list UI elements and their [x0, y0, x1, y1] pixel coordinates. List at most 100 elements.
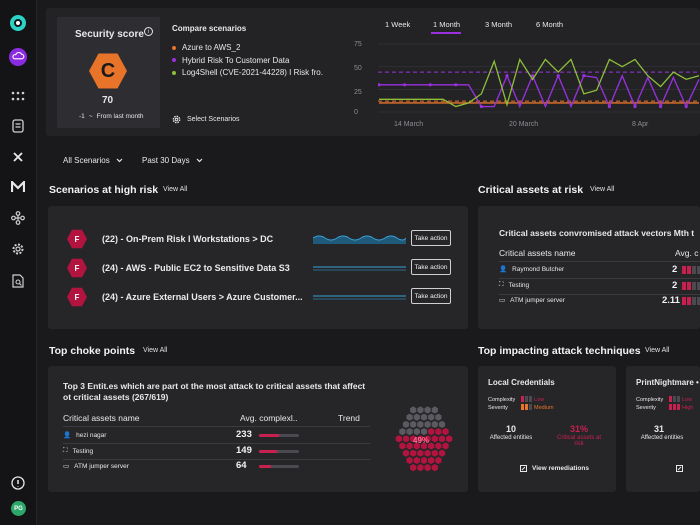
series-point	[659, 104, 663, 109]
severity-bar	[682, 297, 700, 305]
choke-points-view-all[interactable]: View All	[143, 347, 168, 354]
compare-item[interactable]: Azure to AWS_2	[172, 43, 323, 56]
hexagon-cell	[402, 435, 410, 443]
hexagon-cell	[428, 442, 435, 450]
table-row[interactable]: ⛶ Testing	[499, 281, 530, 289]
hexagon-cell	[431, 435, 438, 443]
delta-text: From last month	[96, 113, 144, 120]
report-icon[interactable]	[9, 117, 27, 135]
critical-label: Critical assets at risk	[556, 435, 601, 447]
severity-bar	[669, 404, 680, 410]
row-value: 149	[236, 445, 252, 456]
hexagon-cell	[417, 464, 424, 472]
select-scenarios-button[interactable]: Select Scenarios	[172, 115, 240, 124]
row-value: 233	[236, 429, 252, 440]
table-row[interactable]: 👤 Raymond Butcher	[499, 265, 565, 274]
tab-3-month[interactable]: 3 Month	[485, 20, 513, 29]
series-point	[531, 74, 535, 78]
hexagon-cell	[442, 442, 449, 450]
network-icon[interactable]	[9, 209, 27, 227]
hexagon-cell	[406, 442, 413, 450]
gear-icon[interactable]	[9, 240, 27, 258]
help-icon[interactable]	[9, 474, 27, 492]
cloud-icon[interactable]	[9, 48, 27, 66]
cross-icon[interactable]	[9, 148, 27, 166]
scenario-label[interactable]: (24) - AWS - Public EC2 to Sensitive Dat…	[102, 263, 290, 273]
hexagon-cell	[428, 428, 435, 436]
tab-1-month[interactable]: 1 Month	[433, 20, 461, 29]
series-point	[505, 74, 509, 78]
scenario-label[interactable]: (22) - On-Prem Risk I Workstations > DC	[102, 234, 274, 244]
grid-icon[interactable]	[9, 87, 27, 105]
table-row[interactable]: ▭ ATM jumper server	[63, 462, 129, 471]
hexagon-cell	[420, 428, 428, 436]
hexagon-cell	[424, 420, 431, 428]
hexagon-cluster-chart	[395, 406, 453, 472]
hexagon-cell	[424, 449, 431, 457]
technique-card[interactable]: Local Credentials Complexity Low Severit…	[478, 366, 616, 492]
scenario-label[interactable]: (24) - Azure External Users > Azure Cust…	[102, 292, 303, 302]
techniques-view-all[interactable]: View All	[645, 347, 670, 354]
series-point	[479, 104, 483, 109]
critical-assets-subtitle: Critical assets convromised attack vecto…	[499, 228, 695, 238]
security-score-card: Security score i C 70 -1 ~ From last mon…	[57, 17, 160, 128]
remediation-icon[interactable]	[676, 465, 683, 474]
series-point	[403, 83, 407, 87]
m-logo-icon[interactable]	[9, 178, 27, 196]
scenarios-filter[interactable]: All Scenarios	[63, 156, 123, 165]
x-tick: 14 March	[394, 121, 424, 128]
series-point	[582, 74, 586, 78]
hexagon-cell	[438, 435, 446, 443]
take-action-button[interactable]: Take action	[411, 288, 451, 304]
info-icon[interactable]: i	[144, 27, 153, 36]
compare-title: Compare scenarios	[172, 24, 247, 33]
hexagon-cell	[413, 456, 420, 464]
complexity-bar	[259, 465, 299, 468]
choke-subtitle-1: Top 3 Entit.es which are part ot the mos…	[63, 381, 366, 391]
compare-item[interactable]: Log4Shell (CVE-2021-44228) I Risk fro.	[172, 68, 323, 81]
hexagon-cell	[417, 420, 424, 428]
technique-card[interactable]: PrintNightmare • Complexity Low Severity…	[626, 366, 700, 492]
hexagon-cell	[410, 449, 417, 457]
compare-item[interactable]: Hybrid Risk To Customer Data	[172, 56, 323, 69]
tab-1-week[interactable]: 1 Week	[385, 20, 411, 29]
y-tick: 75	[354, 41, 362, 48]
grade-badge: F	[67, 229, 87, 249]
high-risk-panel: F (22) - On-Prem Risk I Workstations > D…	[48, 206, 468, 329]
series-point	[684, 104, 688, 109]
period-filter[interactable]: Past 30 Days	[142, 156, 203, 165]
chevron-down-icon	[116, 158, 123, 163]
doc-search-icon[interactable]	[9, 272, 27, 290]
choke-subtitle-2: ot critical assets (267/619)	[63, 392, 169, 402]
affected-label: Affected entities	[640, 435, 684, 441]
series-point	[556, 74, 560, 78]
view-remediations-button[interactable]: View remediations	[520, 465, 589, 472]
table-row[interactable]: ⛶ Testing	[63, 447, 94, 455]
hexagon-cell	[406, 413, 413, 421]
avatar[interactable]: PG	[11, 501, 26, 516]
app-logo-icon[interactable]	[9, 14, 27, 32]
critical-assets-view-all[interactable]: View All	[590, 186, 615, 193]
hexagon-cell	[413, 442, 420, 450]
take-action-button[interactable]: Take action	[411, 230, 451, 246]
scenario-sparkline	[313, 235, 406, 244]
col-avg-header: Avg. c	[675, 248, 699, 258]
choke-points-title: Top choke points	[49, 345, 136, 357]
take-action-button[interactable]: Take action	[411, 259, 451, 275]
hexagon-cell	[428, 456, 435, 464]
hexagon-cell	[435, 442, 442, 450]
critical-assets-title: Critical assets at risk	[478, 184, 584, 196]
divider	[63, 459, 370, 460]
complexity-bar	[669, 396, 680, 402]
affected-count: 31	[653, 424, 664, 434]
divider	[63, 426, 370, 427]
severity-value: Medium	[534, 405, 554, 411]
table-row[interactable]: 👤 hezi nagar	[63, 431, 107, 440]
high-risk-view-all[interactable]: View All	[163, 186, 188, 193]
complexity-label: Complexity	[488, 397, 516, 403]
tab-6-month[interactable]: 6 Month	[536, 20, 564, 29]
choke-points-panel: Top 3 Entit.es which are part ot the mos…	[48, 366, 468, 492]
hexagon-cell	[435, 428, 442, 436]
hexagon-cell	[424, 464, 431, 472]
table-row[interactable]: ▭ ATM jumper server	[499, 296, 565, 305]
